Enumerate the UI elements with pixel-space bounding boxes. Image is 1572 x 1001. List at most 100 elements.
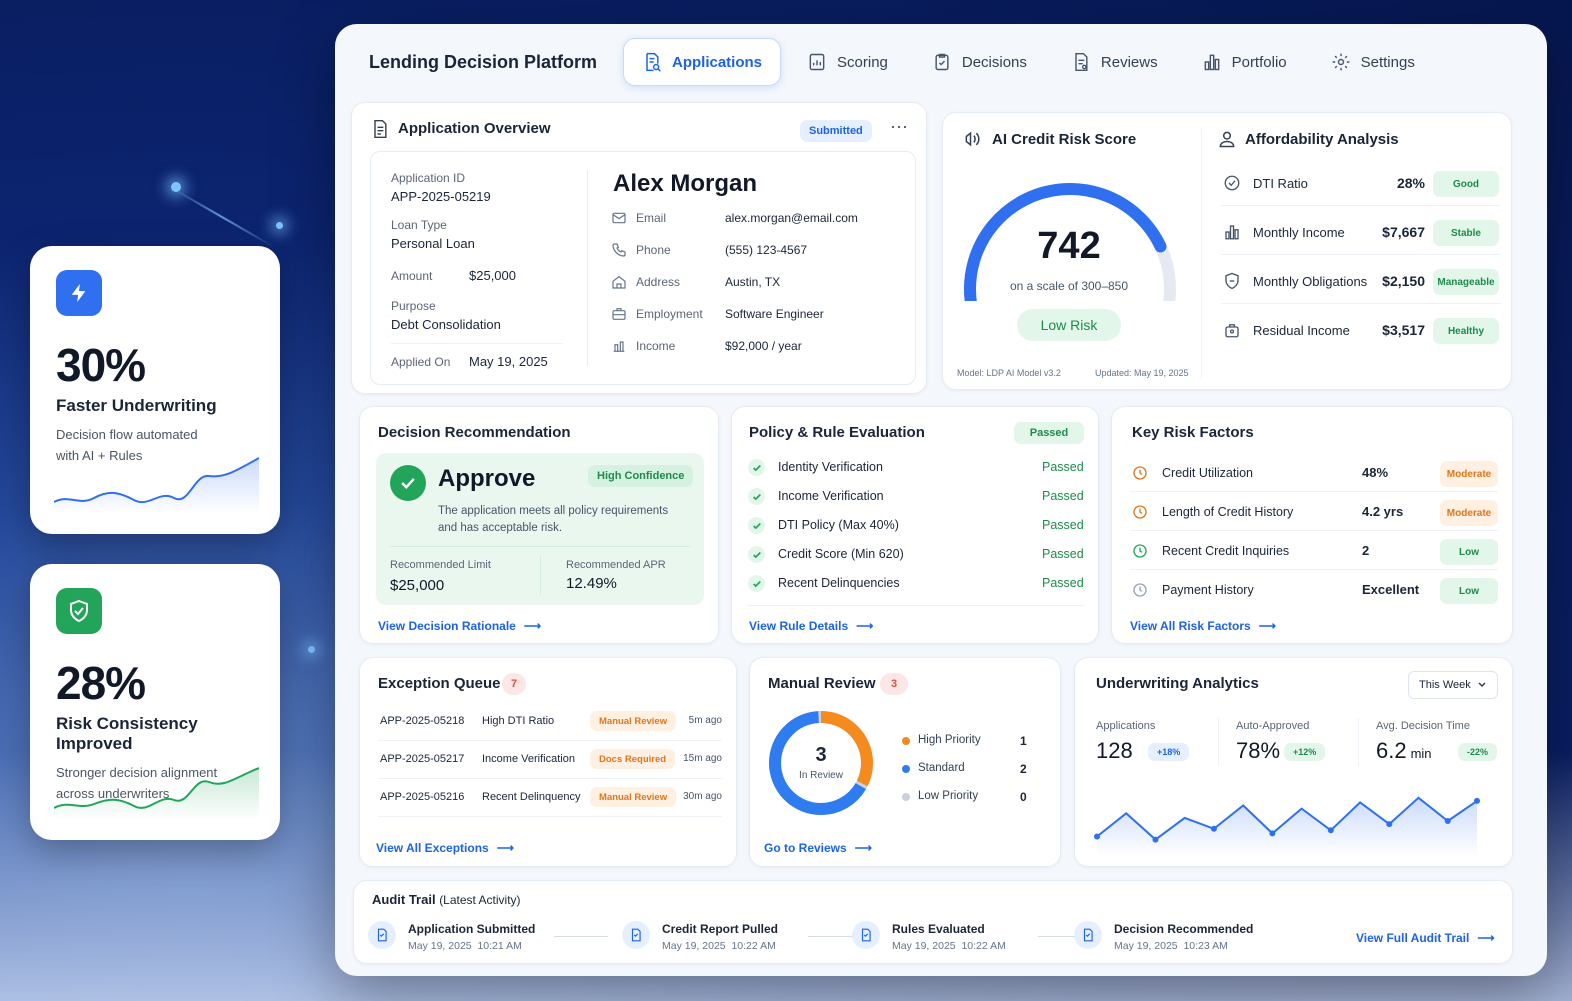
amount-value: $25,000	[469, 268, 516, 283]
sparkline-blue	[54, 457, 259, 514]
check-icon	[748, 546, 765, 563]
tab-reviews[interactable]: Reviews	[1053, 38, 1176, 86]
apr-value: 12.49%	[566, 575, 617, 592]
arrow-right-icon: ⟶	[1258, 619, 1276, 633]
contact-value: $92,000 / year	[725, 339, 802, 353]
rule-status: Passed	[1042, 547, 1084, 561]
audit-step-icon	[1074, 921, 1102, 949]
range-select-value: This Week	[1419, 679, 1471, 691]
shield-check-icon	[56, 588, 102, 634]
rule-status: Passed	[1042, 489, 1084, 503]
divider	[1130, 569, 1498, 570]
limit-label: Recommended Limit	[390, 559, 491, 571]
decision-recommendation-card: Decision Recommendation Approve High Con…	[359, 406, 719, 644]
phone-icon	[612, 243, 626, 257]
donut-segment	[769, 711, 873, 815]
card-title: Affordability Analysis	[1245, 131, 1399, 148]
risk-tag: Low	[1440, 578, 1498, 604]
exception-tag: Docs Required	[590, 749, 676, 769]
credit-score-gauge	[964, 183, 1176, 301]
kpi-label: Avg. Decision Time	[1376, 720, 1470, 732]
exception-tag: Manual Review	[590, 711, 677, 731]
legend-label: High Priority	[918, 734, 981, 746]
app-id-label: Application ID	[391, 171, 466, 185]
rule-label: Identity Verification	[778, 460, 883, 474]
stat-card-consistency: 28% Risk Consistency Improved Stronger d…	[30, 564, 280, 840]
view-full-audit-trail-link[interactable]: View Full Audit Trail ⟶	[1356, 931, 1495, 945]
tab-applications[interactable]: Applications	[623, 38, 782, 86]
contact-value: Austin, TX	[725, 275, 781, 289]
purpose-label: Purpose	[391, 299, 436, 313]
divider	[1130, 491, 1498, 492]
legend-dot	[902, 793, 910, 801]
legend-label: Low Priority	[918, 790, 979, 802]
audit-step-time: May 19, 2025 10:21 AM	[408, 940, 522, 952]
divider	[390, 546, 690, 547]
afford-label: Monthly Obligations	[1253, 274, 1368, 289]
credit-affordability-card: AI Credit Risk Score 742 on a scale of 3…	[942, 112, 1512, 390]
contact-label: Income	[636, 339, 676, 353]
view-all-exceptions-link[interactable]: View All Exceptions ⟶	[376, 841, 514, 855]
risk-value: 48%	[1362, 465, 1389, 480]
afford-value: $3,517	[1382, 322, 1425, 338]
audit-connector	[554, 936, 608, 937]
arrow-right-icon: ⟶	[496, 841, 514, 855]
rule-status: Passed	[1042, 576, 1084, 590]
contact-label: Address	[636, 275, 681, 289]
home-icon	[612, 275, 626, 289]
check-circle-icon	[1224, 175, 1240, 191]
more-options-button[interactable]: ⋯	[890, 117, 908, 137]
divider	[1221, 254, 1501, 255]
divider	[378, 816, 722, 817]
check-icon	[748, 517, 765, 534]
tab-scoring[interactable]: Scoring	[789, 38, 906, 86]
afford-label: Residual Income	[1253, 323, 1350, 338]
bg-glow-line	[169, 186, 275, 248]
chart-doc-icon	[809, 53, 825, 71]
tab-label: Reviews	[1100, 53, 1158, 71]
credit-score-scale: on a scale of 300–850	[1009, 279, 1129, 293]
application-overview-card: Application Overview Submitted ⋯ Applica…	[351, 102, 927, 394]
tab-portfolio[interactable]: Portfolio	[1184, 38, 1305, 86]
donut-center-value: 3	[815, 744, 827, 766]
divider	[748, 605, 1084, 606]
bar-chart-icon	[1204, 54, 1219, 71]
audit-connector	[1038, 936, 1092, 937]
trend-point	[1386, 821, 1393, 828]
donut-segment	[769, 711, 873, 815]
view-rule-details-link[interactable]: View Rule Details ⟶	[749, 619, 874, 633]
trend-point	[1152, 836, 1159, 843]
kpi-value: 6.2 min	[1376, 738, 1432, 763]
contact-value: Software Engineer	[725, 307, 824, 321]
vertical-divider	[540, 555, 541, 595]
risk-value: 2	[1362, 543, 1370, 558]
audit-step-time: May 19, 2025 10:22 AM	[892, 940, 1006, 952]
go-to-reviews-link[interactable]: Go to Reviews ⟶	[764, 841, 872, 855]
afford-value: $7,667	[1382, 224, 1425, 240]
tab-settings[interactable]: Settings	[1313, 38, 1433, 86]
rule-label: DTI Policy (Max 40%)	[778, 518, 899, 532]
model-version: Model: LDP AI Model v3.2	[957, 368, 1061, 378]
trend-point	[1474, 797, 1480, 804]
vertical-divider	[587, 170, 588, 366]
check-icon	[748, 575, 765, 592]
divider	[1221, 303, 1501, 304]
vertical-divider	[1358, 718, 1359, 766]
exception-queue-card: Exception Queue 7 APP-2025-05218 High DTI…	[359, 657, 737, 867]
audit-step-title: Rules Evaluated	[892, 922, 985, 936]
confidence-badge: High Confidence	[588, 465, 694, 487]
range-select[interactable]: This Week	[1408, 671, 1498, 699]
applicant-details-panel: Application ID APP-2025-05219 Loan Type …	[370, 151, 916, 385]
exception-time: 15m ago	[683, 753, 722, 764]
legend-value: 2	[1020, 762, 1027, 776]
tab-decisions[interactable]: Decisions	[914, 38, 1045, 86]
divider	[391, 343, 563, 344]
gear-icon	[1332, 53, 1349, 71]
afford-tag: Stable	[1433, 220, 1499, 246]
check-icon	[748, 488, 765, 505]
exception-id: APP-2025-05217	[380, 753, 465, 765]
exception-count-badge: 7	[502, 673, 526, 695]
view-all-risk-factors-link[interactable]: View All Risk Factors ⟶	[1130, 619, 1276, 633]
view-decision-rationale-link[interactable]: View Decision Rationale ⟶	[378, 619, 542, 633]
afford-tag: Good	[1433, 171, 1499, 197]
